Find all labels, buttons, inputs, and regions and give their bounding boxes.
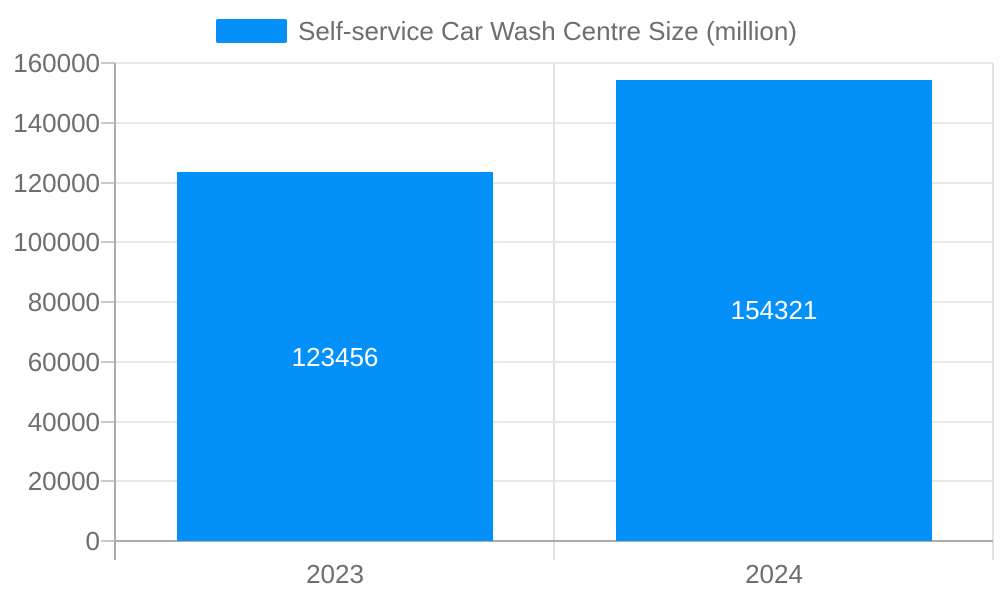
y-axis-tick (101, 540, 115, 542)
y-axis-tick (101, 480, 115, 483)
y-axis-tick (101, 241, 115, 244)
y-axis-tick (101, 420, 115, 423)
bar-2024[interactable] (616, 79, 932, 541)
chart-legend[interactable]: Self-service Car Wash Centre Size (milli… (216, 16, 797, 46)
y-axis-line (114, 63, 116, 560)
y-axis-tick-label: 60000 (27, 346, 100, 377)
x-axis-tick-label: 2023 (306, 559, 364, 589)
legend-label: Self-service Car Wash Centre Size (milli… (298, 16, 797, 46)
y-axis-tick (101, 121, 115, 124)
y-axis-tick-label: 120000 (13, 167, 100, 198)
y-axis-tick-label: 140000 (13, 107, 100, 138)
y-axis-tick (101, 301, 115, 303)
y-axis-tick-label: 80000 (27, 287, 100, 317)
y-axis-tick-label: 0 (85, 526, 100, 556)
y-axis-tick (101, 360, 115, 363)
x-axis-line (115, 540, 993, 542)
bar-value-label: 123456 (291, 342, 379, 372)
y-axis-tick-label: 100000 (13, 227, 100, 258)
x-axis-tick-label: 2024 (745, 559, 803, 589)
legend-swatch (216, 19, 287, 43)
y-axis-tick-label: 20000 (27, 466, 100, 497)
category-boundary-line (992, 63, 994, 560)
bar-2023[interactable] (177, 172, 493, 541)
y-axis-tick-label: 160000 (13, 48, 100, 78)
y-axis-tick (101, 62, 115, 64)
y-axis-tick (101, 181, 115, 184)
y-axis-tick-label: 40000 (27, 406, 100, 437)
bar-value-label: 154321 (730, 295, 818, 325)
category-boundary-line (553, 63, 555, 560)
